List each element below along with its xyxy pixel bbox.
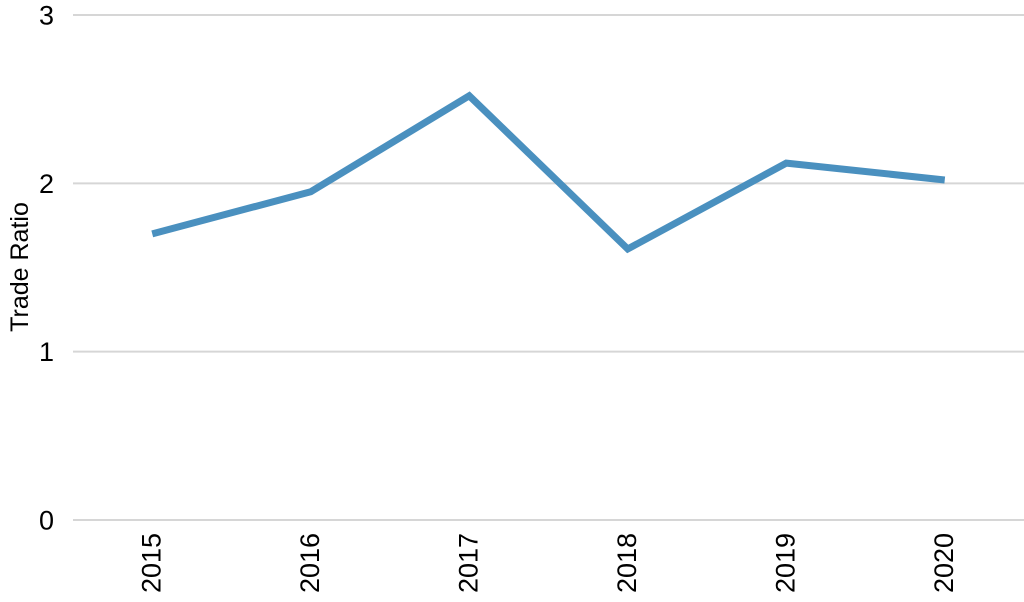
x-tick-label: 2017 bbox=[453, 533, 483, 593]
x-tick-label: 2016 bbox=[295, 533, 325, 593]
y-axis-title: Trade Ratio bbox=[6, 202, 34, 332]
y-tick-label: 0 bbox=[39, 506, 54, 536]
y-tick-label: 2 bbox=[39, 169, 54, 199]
x-axis-tick-labels: 2015 2016 2017 2018 2019 2020 bbox=[136, 533, 959, 593]
x-tick-label: 2015 bbox=[136, 533, 166, 593]
series-lines bbox=[151, 91, 946, 254]
y-tick-label: 1 bbox=[39, 337, 54, 367]
y-tick-label: 3 bbox=[39, 1, 54, 31]
x-tick-label: 2018 bbox=[612, 533, 642, 593]
y-axis-tick-labels: 0 1 2 3 bbox=[39, 1, 54, 536]
x-tick-label: 2020 bbox=[929, 533, 959, 593]
gridlines bbox=[73, 14, 1024, 521]
series-line bbox=[151, 91, 946, 254]
x-tick-label: 2019 bbox=[770, 533, 800, 593]
